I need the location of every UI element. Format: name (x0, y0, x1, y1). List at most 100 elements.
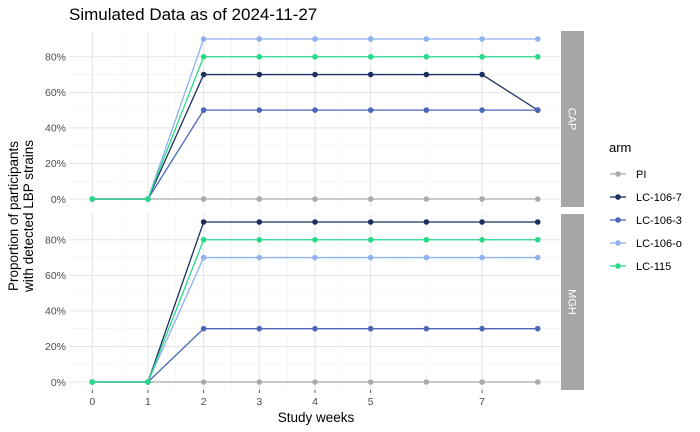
data-point (312, 379, 318, 385)
data-point (423, 325, 430, 332)
data-point (534, 219, 541, 225)
legend-label: LC-106-3 (636, 215, 682, 227)
data-point (423, 53, 430, 60)
legend-label: LC-115 (636, 261, 671, 273)
data-point (479, 379, 485, 385)
facet-strip-label: CAP (566, 108, 578, 131)
data-point (312, 236, 318, 243)
data-point (367, 107, 374, 113)
chart-title: Simulated Data as of 2024-11-27 (69, 5, 317, 24)
legend-item-lc-106-7: LC-106-7 (610, 192, 682, 204)
data-point (312, 53, 318, 60)
data-point (423, 107, 430, 113)
y-tick-label: 60% (45, 87, 66, 99)
legend-label: PI (636, 169, 646, 181)
facet-panels: 0% 20% 40% 60% 80% CAP 0% 20% 40% 60% 80% MGH (45, 31, 584, 390)
y-tick-label: 20% (45, 158, 66, 170)
x-tick-label: 2 (201, 396, 207, 408)
x-tick-label: 4 (312, 396, 318, 408)
data-point (534, 107, 541, 113)
data-point (479, 107, 485, 113)
facet-strip (561, 214, 584, 390)
y-tick-label: 60% (45, 270, 66, 282)
data-point (367, 254, 374, 261)
series-lc-115 (89, 53, 541, 202)
data-point (423, 71, 430, 78)
facet-strip-label: MGH (566, 289, 578, 315)
x-tick-label: 1 (145, 396, 151, 408)
legend-key-point (615, 263, 621, 269)
legend-item-lc-115: LC-115 (610, 261, 671, 273)
data-point (534, 254, 541, 261)
data-point (256, 254, 263, 261)
data-point (200, 254, 207, 261)
data-point (256, 325, 263, 332)
data-point (367, 325, 374, 332)
data-point (479, 36, 485, 42)
data-point (423, 36, 430, 42)
data-point (256, 53, 263, 60)
legend-item-lc-106-3: LC-106-3 (610, 215, 682, 227)
data-point (200, 379, 207, 385)
data-point (423, 196, 430, 202)
x-tick-label: 3 (256, 396, 262, 408)
legend-title: arm (609, 140, 631, 155)
data-point (479, 71, 485, 78)
y-axis-title-line-1: Proportion of participants (6, 141, 21, 291)
data-point (200, 71, 207, 78)
facet-panel-cap: 0% 20% 40% 60% 80% CAP (45, 31, 584, 207)
data-point (200, 325, 207, 332)
data-point (256, 71, 263, 78)
x-tick-label: 5 (368, 396, 374, 408)
data-point (423, 219, 430, 225)
legend-key-point (615, 171, 621, 177)
legend-key-point (615, 240, 621, 246)
data-point (256, 196, 263, 202)
data-point (479, 219, 485, 225)
data-point (367, 219, 374, 225)
data-point (200, 36, 207, 42)
data-point (145, 379, 151, 385)
y-tick-label: 80% (45, 235, 66, 247)
data-point (312, 254, 318, 261)
series-pi (89, 379, 541, 385)
data-point (367, 53, 374, 60)
y-tick-label: 20% (45, 341, 66, 353)
facet-strip (561, 31, 584, 207)
data-point (89, 379, 96, 385)
y-tick-label: 0% (51, 377, 66, 389)
data-point (423, 379, 430, 385)
y-axis-title-line-2: with detected LBP strains (21, 140, 36, 293)
data-point (479, 236, 485, 243)
x-tick-label: 7 (479, 396, 485, 408)
data-point (367, 379, 374, 385)
data-point (200, 196, 207, 202)
data-point (312, 36, 318, 42)
data-point (534, 196, 541, 202)
data-point (534, 36, 541, 42)
legend: PI LC-106-7 LC-106-3 LC-106-o LC-115 (610, 169, 682, 273)
y-tick-label: 80% (45, 52, 66, 64)
data-point (256, 36, 263, 42)
legend-label: LC-106-o (636, 238, 682, 250)
y-tick-label: 40% (45, 306, 66, 318)
data-point (200, 53, 207, 60)
series-pi (89, 196, 541, 202)
data-point (312, 71, 318, 78)
facet-panel-mgh: 0% 20% 40% 60% 80% MGH (45, 214, 584, 390)
legend-item-pi: PI (610, 169, 646, 181)
y-tick-label: 0% (51, 194, 66, 206)
data-point (423, 236, 430, 243)
data-point (479, 254, 485, 261)
data-point (534, 236, 541, 243)
data-point (534, 53, 541, 60)
data-point (256, 107, 263, 113)
data-point (256, 236, 263, 243)
data-point (256, 379, 263, 385)
legend-label: LC-106-7 (636, 192, 682, 204)
data-point (200, 107, 207, 113)
data-point (312, 196, 318, 202)
x-axis: 0 1 2 3 4 5 7 (89, 390, 485, 408)
legend-key-point (615, 194, 621, 200)
